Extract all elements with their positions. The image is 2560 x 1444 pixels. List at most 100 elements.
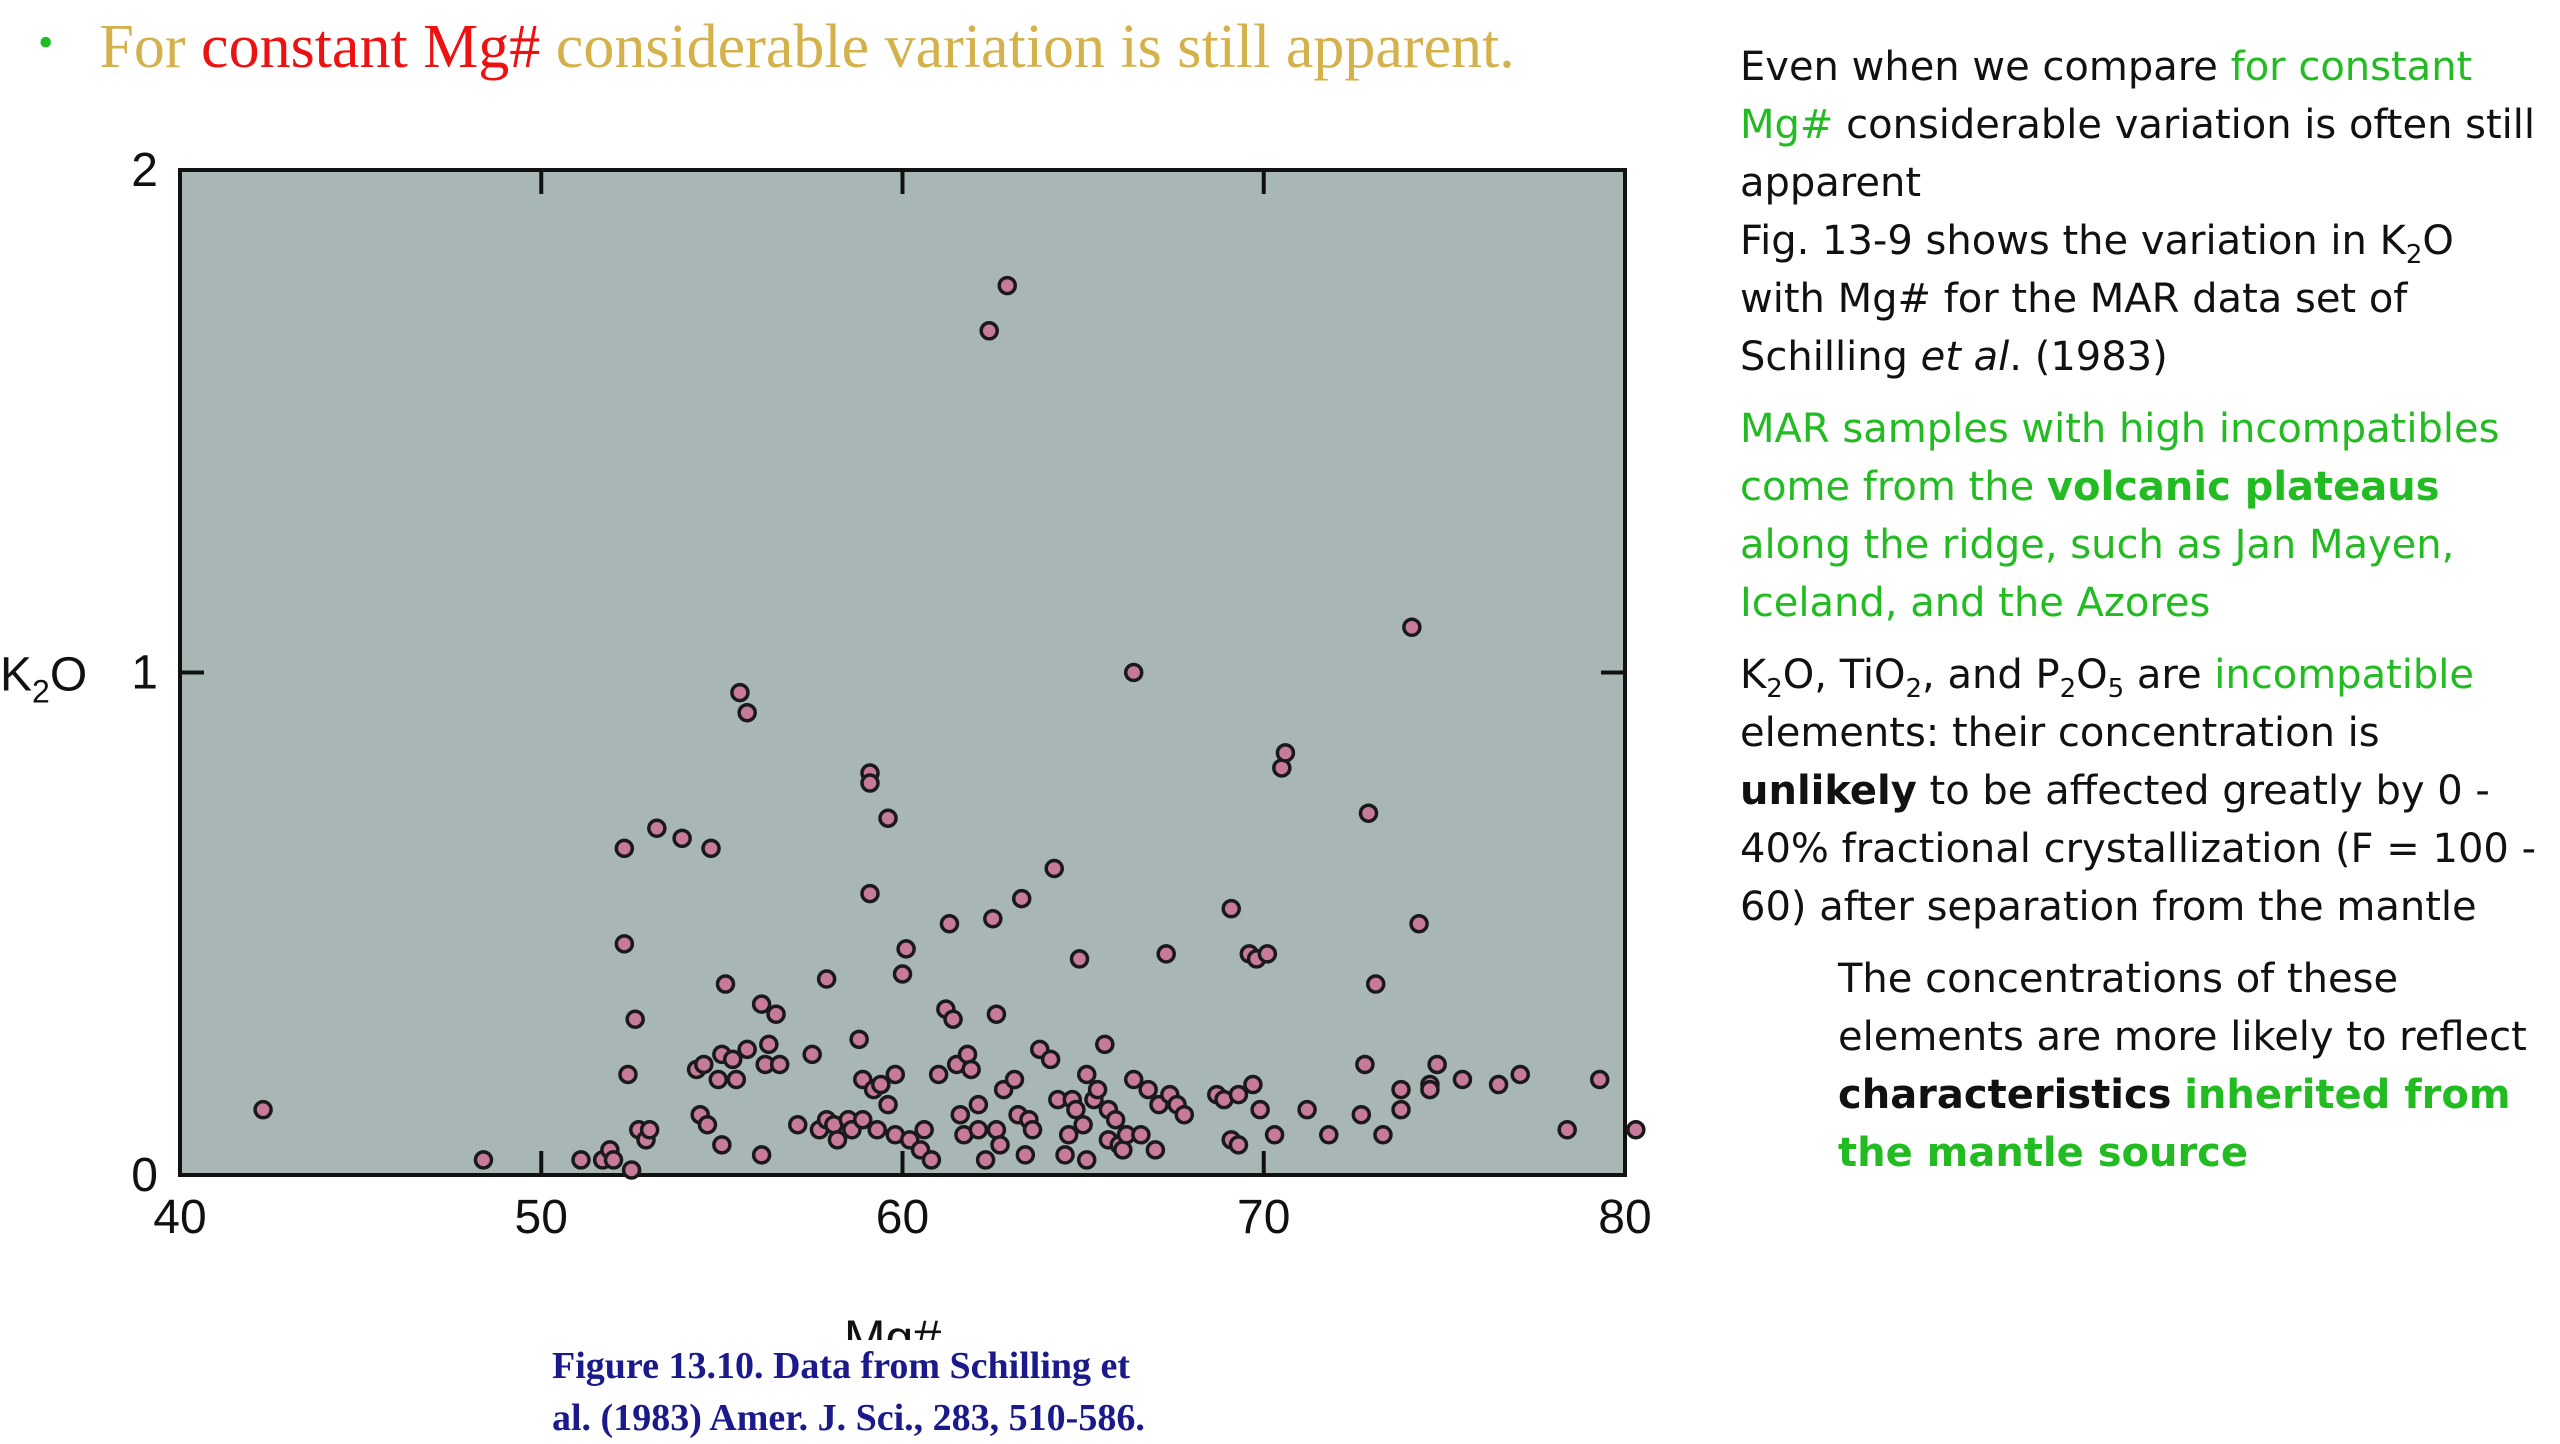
data-point bbox=[1358, 803, 1379, 823]
data-point bbox=[1022, 1120, 1043, 1140]
data-point bbox=[712, 1135, 732, 1155]
note-incompatible-text-b: elements: their concentration is bbox=[1740, 710, 2380, 756]
data-point bbox=[1105, 1109, 1126, 1130]
bullet-icon: • bbox=[38, 18, 54, 67]
data-point bbox=[787, 1115, 808, 1135]
note-p-sub: 2 bbox=[2059, 674, 2077, 704]
y-tick-label: 2 bbox=[131, 144, 158, 197]
y-tick-label: 0 bbox=[131, 1149, 158, 1202]
data-point bbox=[1138, 1079, 1158, 1100]
data-point bbox=[1131, 1125, 1151, 1145]
data-point bbox=[672, 828, 692, 849]
data-point bbox=[1076, 1064, 1097, 1085]
data-point bbox=[1069, 949, 1090, 969]
data-point bbox=[1156, 944, 1176, 964]
data-point bbox=[1015, 1145, 1036, 1165]
note-k-sub: 2 bbox=[1766, 674, 1783, 704]
data-point bbox=[473, 1150, 494, 1170]
data-point bbox=[1123, 662, 1144, 683]
x-tick-label: 60 bbox=[876, 1191, 929, 1244]
tick-labels: 40 50 60 70 80 0 1 2 bbox=[131, 144, 1651, 1244]
note-k: K bbox=[1740, 652, 1767, 698]
data-point bbox=[968, 1120, 989, 1140]
data-point bbox=[1351, 1104, 1372, 1125]
data-point bbox=[1095, 1034, 1115, 1055]
note-incompatible-text-d: to be affected greatly by 0 - 40% fracti… bbox=[1740, 768, 2536, 930]
note-plateaus-text-a: MAR samples with high incompatibles come… bbox=[1740, 406, 2500, 510]
data-point bbox=[253, 1099, 273, 1120]
data-point bbox=[979, 321, 999, 341]
data-point bbox=[1257, 944, 1278, 964]
note-compare-text-a: Even when we compare bbox=[1740, 44, 2231, 90]
data-point bbox=[943, 1009, 963, 1029]
data-point bbox=[1228, 1084, 1249, 1105]
y-tick-label: 1 bbox=[131, 647, 158, 700]
x-tick-label: 80 bbox=[1598, 1191, 1651, 1244]
data-point bbox=[1174, 1104, 1195, 1125]
data-point bbox=[849, 1029, 869, 1050]
heading-part-3: considerable variation is still apparent… bbox=[540, 13, 1515, 81]
data-point bbox=[1076, 1150, 1097, 1170]
data-point bbox=[1264, 1125, 1285, 1145]
note-ti: O, TiO bbox=[1782, 652, 1906, 698]
note-fig-year: . (1983) bbox=[2009, 334, 2168, 380]
data-point bbox=[921, 1150, 942, 1170]
heading-highlight: constant Mg# bbox=[201, 13, 541, 81]
data-point bbox=[892, 964, 913, 984]
data-point bbox=[939, 914, 960, 934]
data-point bbox=[1402, 617, 1422, 638]
data-point bbox=[867, 1120, 887, 1140]
data-point bbox=[1011, 888, 1032, 909]
data-point bbox=[726, 1069, 747, 1090]
x-tick-label: 70 bbox=[1237, 1191, 1290, 1244]
data-point bbox=[1250, 1099, 1270, 1120]
data-point bbox=[1087, 1079, 1108, 1100]
data-point bbox=[1145, 1140, 1166, 1160]
x-axis-label: Mg# bbox=[844, 1310, 941, 1340]
data-point bbox=[766, 1004, 786, 1024]
data-point bbox=[1123, 1069, 1144, 1090]
data-point bbox=[769, 1054, 790, 1075]
data-point bbox=[1589, 1069, 1610, 1090]
data-point bbox=[1626, 1120, 1646, 1140]
data-point bbox=[1004, 1069, 1025, 1090]
data-point bbox=[1297, 1099, 1317, 1120]
data-point bbox=[1409, 914, 1429, 934]
data-point bbox=[878, 1094, 898, 1115]
note-mantle: The concentrations of these elements are… bbox=[1740, 950, 2540, 1182]
caption-line-1: Figure 13.10. Data from Schilling et bbox=[552, 1345, 1131, 1387]
note-o: O bbox=[2076, 652, 2108, 698]
note-fig-text: Fig. 13-9 shows the variation in K bbox=[1740, 218, 2406, 264]
note-characteristics: characteristics bbox=[1838, 1072, 2172, 1118]
heading: • For constant Mg# considerable variation… bbox=[38, 12, 1515, 83]
data-point bbox=[983, 908, 1003, 929]
note-space bbox=[2171, 1072, 2184, 1118]
note-fig-subscript: 2 bbox=[2405, 240, 2423, 270]
data-point bbox=[1557, 1120, 1577, 1140]
note-p: , and P bbox=[1922, 652, 2060, 698]
data-point bbox=[1373, 1125, 1393, 1145]
data-point bbox=[1073, 1115, 1093, 1135]
data-point bbox=[871, 1074, 891, 1095]
data-point bbox=[1058, 1125, 1079, 1145]
data-point bbox=[614, 838, 635, 859]
data-point bbox=[1040, 1049, 1061, 1070]
data-point bbox=[853, 1109, 873, 1130]
data-point bbox=[1055, 1145, 1075, 1165]
data-point bbox=[1275, 743, 1296, 763]
data-point bbox=[961, 1059, 981, 1080]
plot-area bbox=[178, 168, 1627, 1177]
data-point bbox=[737, 1039, 757, 1060]
data-point bbox=[694, 1054, 714, 1075]
data-point bbox=[647, 818, 667, 839]
data-point bbox=[571, 1150, 591, 1170]
data-point bbox=[914, 1120, 934, 1140]
data-point bbox=[1365, 974, 1386, 994]
note-mantle-highlight: inherited from the mantle source bbox=[1838, 1072, 2511, 1176]
note-fig-etal: et al bbox=[1920, 334, 2010, 380]
data-point bbox=[816, 969, 837, 989]
x-tick-label: 50 bbox=[515, 1191, 568, 1244]
data-point bbox=[1488, 1074, 1509, 1095]
data-point bbox=[1228, 1135, 1249, 1155]
note-compare-text-c: considerable variation is often still ap… bbox=[1740, 102, 2536, 206]
